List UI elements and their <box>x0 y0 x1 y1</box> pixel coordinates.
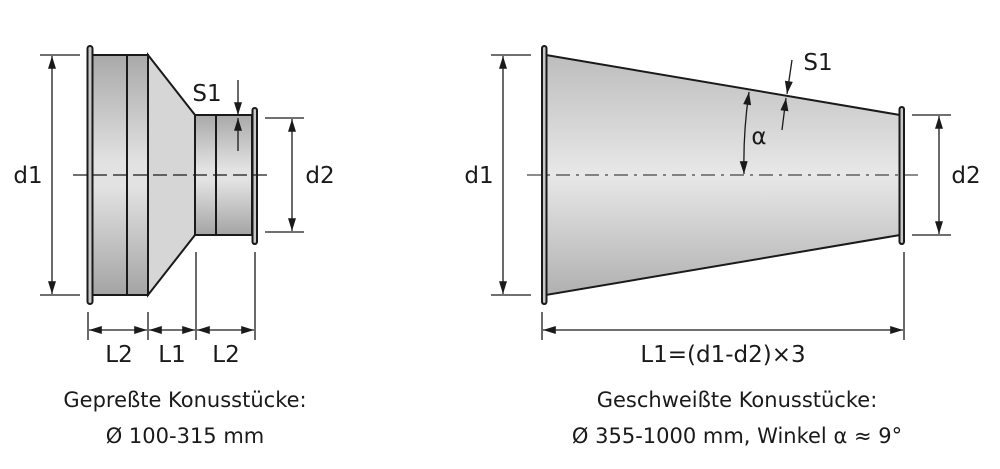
s1-arrow <box>784 59 793 95</box>
s1-label: S1 <box>803 50 832 76</box>
caption-range: Ø 355-1000 mm, Winkel α ≈ 9° <box>572 424 902 448</box>
s1-arrow <box>780 97 789 131</box>
alpha-label: α <box>751 124 766 150</box>
l1-formula-label: L1=(d1-d2)×3 <box>640 342 805 368</box>
l1-label: L1 <box>158 342 185 368</box>
d1-label: d1 <box>464 163 493 189</box>
pressed-cone-figure: d1 d2 S1 L2 L1 L2 Gepreßte Konusstücke: … <box>13 45 335 448</box>
caption-range: Ø 100-315 mm <box>106 424 265 448</box>
l2-label: L2 <box>105 342 132 368</box>
caption-title: Gepreßte Konusstücke: <box>63 388 306 412</box>
alpha-angle-arrow <box>739 91 752 175</box>
caption-title: Geschweißte Konusstücke: <box>597 388 878 412</box>
d1-label: d1 <box>13 163 42 189</box>
l2-label: L2 <box>212 342 239 368</box>
large-flange <box>541 45 548 305</box>
small-flange <box>898 106 905 245</box>
large-flange <box>86 45 94 305</box>
s1-label: S1 <box>192 81 221 107</box>
welded-cone-figure: d1 d2 α S1 L1=(d1-d2)×3 Geschweißte Konu… <box>464 45 981 448</box>
d2-label: d2 <box>305 163 334 189</box>
d2-label: d2 <box>951 163 980 189</box>
small-flange <box>251 107 258 245</box>
